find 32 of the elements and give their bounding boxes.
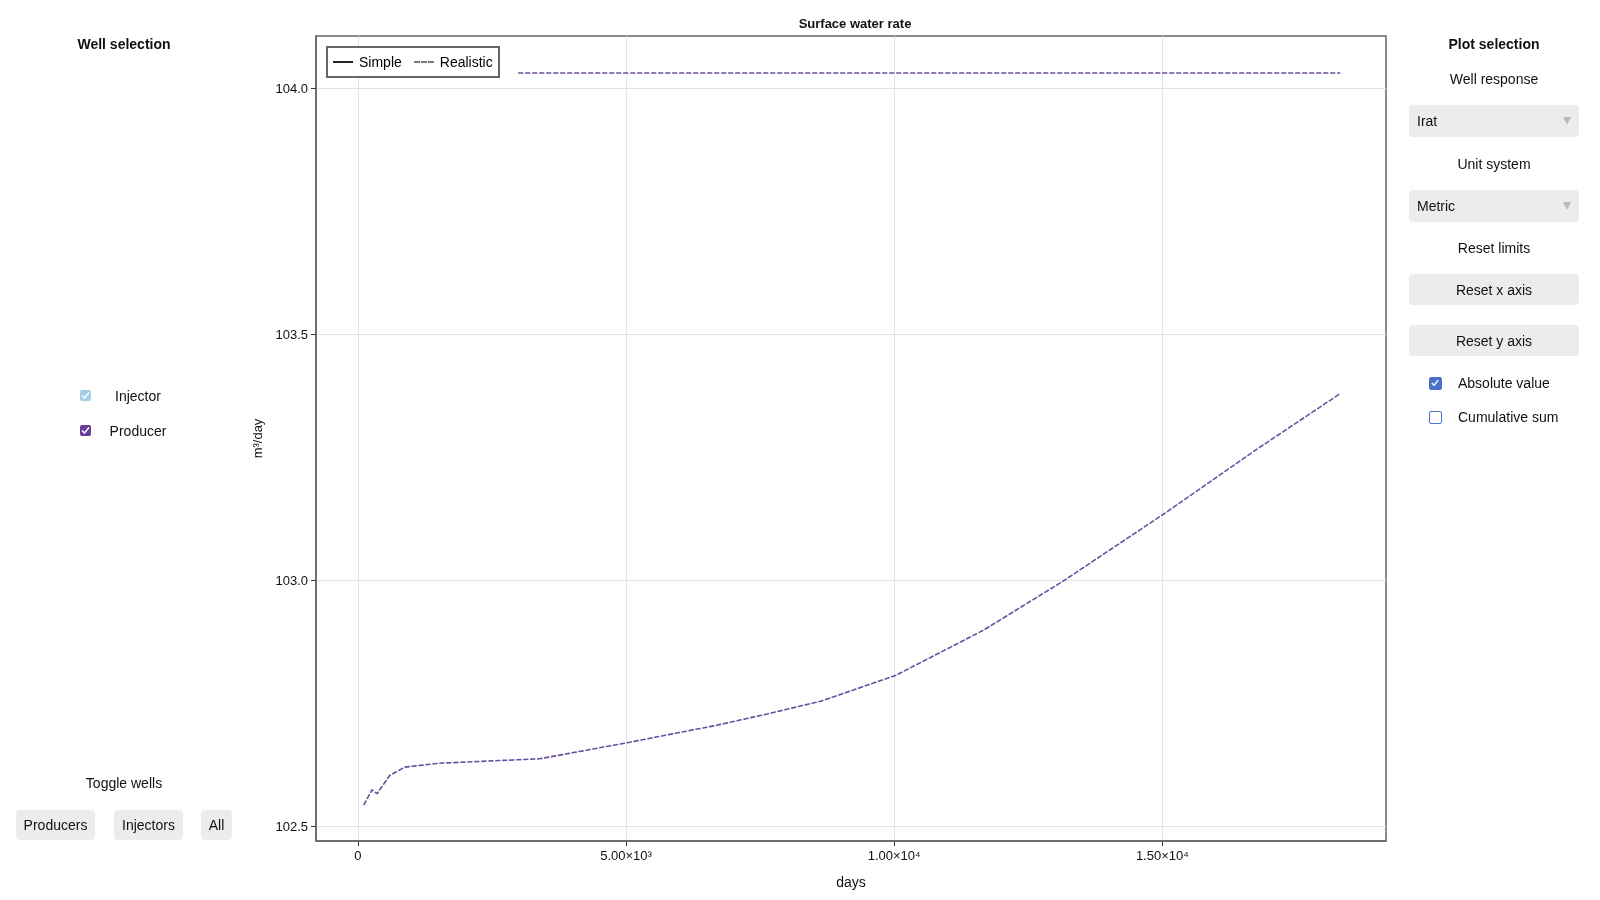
x-tick-label: 5.00×10³ — [600, 848, 653, 863]
text: Absolute value — [1458, 375, 1550, 391]
text: Injectors — [114, 810, 183, 840]
text: Producers — [16, 810, 95, 840]
x-axis-title: days — [836, 874, 866, 890]
text: Reset limits — [1457, 240, 1531, 256]
x-tick-label: 0 — [354, 848, 362, 863]
y-tick-label: 103.5 — [275, 326, 308, 342]
text: Unit system — [1457, 156, 1531, 172]
y-tick-label: 103.0 — [275, 573, 308, 589]
text: Toggle wells — [85, 775, 163, 791]
text: Reset y axis — [1409, 325, 1579, 356]
chart-title: Surface water rate — [798, 16, 912, 31]
text: Reset x axis — [1409, 274, 1579, 305]
text: Injector — [115, 388, 161, 404]
annotation: Realistic — [439, 54, 493, 70]
y-tick-label: 104.0 — [275, 80, 308, 96]
text: All — [201, 810, 232, 840]
y-axis-title: m³/day — [250, 418, 265, 459]
annotation: Simple — [359, 54, 402, 70]
text: Producer — [109, 423, 167, 439]
text: Metric — [1409, 190, 1579, 222]
text: Well response — [1449, 71, 1539, 87]
x-tick-label: 1.00×10⁴ — [867, 848, 921, 863]
text: Irat — [1409, 105, 1579, 137]
text: Plot selection — [1448, 36, 1540, 52]
text: Cumulative sum — [1458, 409, 1559, 425]
y-tick-label: 102.5 — [275, 819, 308, 835]
text: Well selection — [77, 36, 171, 52]
x-tick-label: 1.50×10⁴ — [1135, 848, 1189, 863]
line-series — [363, 393, 1341, 806]
style-key-box: Simple Realistic — [326, 46, 500, 78]
